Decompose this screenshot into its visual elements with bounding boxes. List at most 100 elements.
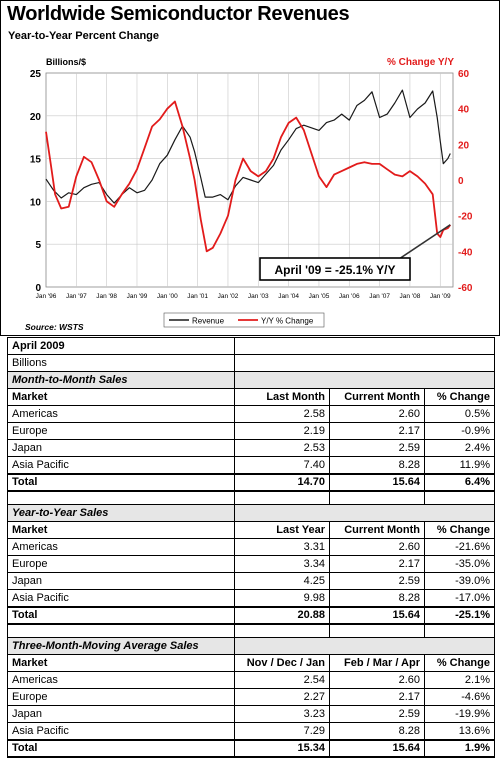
table-row-cell: 2.59 [329, 572, 425, 590]
table-spacer-row-cell [7, 623, 235, 638]
table-units-row-cell: Billions [7, 354, 235, 372]
table-row-cell: 2.59 [329, 705, 425, 723]
x-tick-label: Jan '07 [369, 293, 390, 300]
table-spacer-row [7, 623, 495, 638]
table-units-row: Billions [7, 354, 495, 372]
chart-title: Worldwide Semiconductor Revenues [7, 3, 350, 25]
x-tick-label: Jan '04 [278, 293, 299, 300]
table-spacer-row-cell [234, 490, 330, 505]
table-row-cell: 2.54 [234, 671, 330, 689]
table-row-cell: -4.6% [424, 688, 495, 706]
table-row: Asia Pacific 7.29 8.28 13.6% [7, 722, 495, 740]
table-header-row-cell: % Change [424, 521, 495, 539]
section-title-three-month-blank [234, 637, 495, 655]
table-spacer-row-cell [234, 623, 330, 638]
section-title-year-to-year: Year-to-Year Sales [7, 504, 495, 522]
x-tick-label: Jan '01 [187, 293, 208, 300]
table-date-row-blank [234, 337, 495, 355]
chart-subtitle: Year-to-Year Percent Change [8, 30, 160, 42]
x-tick-label: Jan '00 [157, 293, 178, 300]
y-left-axis-label: Billions/$ [46, 57, 86, 67]
table-total-row: Total 14.70 15.64 6.4% [7, 472, 495, 492]
table-row-cell: 2.60 [329, 405, 425, 423]
table-header-row-cell: Market [7, 521, 235, 539]
table-total-row-cell: 1.9% [424, 738, 495, 758]
table-row: Asia Pacific 7.40 8.28 11.9% [7, 456, 495, 474]
section-title-three-month: Three-Month-Moving Average Sales [7, 637, 495, 655]
table-row-cell: 3.34 [234, 555, 330, 573]
y-right-tick-label: -20 [458, 212, 473, 223]
chart-panel: Worldwide Semiconductor Revenues Year-to… [0, 0, 500, 336]
table-row-cell: Americas [7, 671, 235, 689]
table-header-row-cell: % Change [424, 388, 495, 406]
table-row-cell: 8.28 [329, 589, 425, 607]
x-tick-label: Jan '02 [218, 293, 239, 300]
table-spacer-row-cell [424, 623, 495, 638]
section-title-three-month-cell: Three-Month-Moving Average Sales [7, 637, 235, 655]
table-header-row: Market Last Year Current Month% Change [7, 521, 495, 539]
table-header-row-cell: Last Year [234, 521, 330, 539]
annotation-pointer [398, 224, 451, 260]
table-row-cell: 2.17 [329, 422, 425, 440]
table-spacer-row [7, 490, 495, 505]
sales-tables: April 2009 Billions Month-to-Month Sales Ma… [7, 337, 495, 758]
table-row: Americas 2.58 2.60 0.5% [7, 405, 495, 423]
table-row-cell: 4.25 [234, 572, 330, 590]
table-header-row: Market Last Month Current Month% Change [7, 388, 495, 406]
table-total-row-cell: 15.64 [329, 472, 425, 492]
table-header-row-cell: Market [7, 388, 235, 406]
table-header-row: Market Nov / Dec / Jan Feb / Mar / Apr% Ch… [7, 654, 495, 672]
table-row-cell: 2.17 [329, 688, 425, 706]
table-row-cell: 8.28 [329, 722, 425, 740]
x-tick-label: Jan '97 [66, 293, 87, 300]
section-title-year-to-year-cell: Year-to-Year Sales [7, 504, 235, 522]
table-row-cell: Japan [7, 572, 235, 590]
series-line-yy-change [45, 100, 452, 253]
sales-table: April 2009 Billions Month-to-Month Sales Ma… [7, 337, 495, 758]
table-row: Europe 2.19 2.17 -0.9% [7, 422, 495, 440]
y-right-tick-label: 60 [458, 69, 470, 80]
table-total-row-cell: 15.34 [234, 738, 330, 758]
table-row-cell: Europe [7, 688, 235, 706]
table-row: Americas 2.54 2.60 2.1% [7, 671, 495, 689]
table-row-cell: 8.28 [329, 456, 425, 474]
table-total-row-cell: 20.88 [234, 605, 330, 625]
table-spacer-row-cell [424, 490, 495, 505]
table-row-cell: 2.60 [329, 671, 425, 689]
table-row: Japan 4.25 2.59 -39.0% [7, 572, 495, 590]
y-right-axis-label: % Change Y/Y [387, 57, 454, 68]
table-header-row-cell: Market [7, 654, 235, 672]
table-row-cell: -39.0% [424, 572, 495, 590]
table-total-row: Total 15.34 15.64 1.9% [7, 738, 495, 758]
table-row: Americas 3.31 2.60 -21.6% [7, 538, 495, 556]
legend-label-revenue: Revenue [192, 317, 225, 326]
table-total-row-cell: Total [7, 605, 235, 625]
y-left-tick-label: 5 [35, 240, 41, 251]
y-left-tick-label: 15 [30, 155, 42, 166]
table-row-cell: Asia Pacific [7, 456, 235, 474]
y-right-tick-label: -40 [458, 247, 473, 258]
x-tick-label: Jan '05 [309, 293, 330, 300]
table-date-row: April 2009 [7, 337, 495, 355]
section-title-month-to-month-blank [234, 371, 495, 389]
table-row-cell: Americas [7, 405, 235, 423]
y-right-tick-label: 40 [458, 105, 470, 116]
y-left-tick-label: 10 [30, 197, 42, 208]
table-spacer-row-cell [329, 623, 425, 638]
x-tick-label: Jan '09 [430, 293, 451, 300]
table-row-cell: 2.60 [329, 538, 425, 556]
section-title-year-to-year-blank [234, 504, 495, 522]
table-row-cell: Asia Pacific [7, 589, 235, 607]
table-row-cell: 2.53 [234, 439, 330, 457]
table-row-cell: 2.4% [424, 439, 495, 457]
table-total-row-cell: Total [7, 738, 235, 758]
table-row-cell: 0.5% [424, 405, 495, 423]
legend-label-yy-change: Y/Y % Change [261, 317, 314, 326]
x-tick-label: Jan '03 [248, 293, 269, 300]
table-row-cell: Japan [7, 439, 235, 457]
x-tick-label: Jan '08 [400, 293, 421, 300]
table-header-row-cell: Feb / Mar / Apr [329, 654, 425, 672]
y-right-tick-label: -60 [458, 283, 473, 294]
table-row-cell: Americas [7, 538, 235, 556]
